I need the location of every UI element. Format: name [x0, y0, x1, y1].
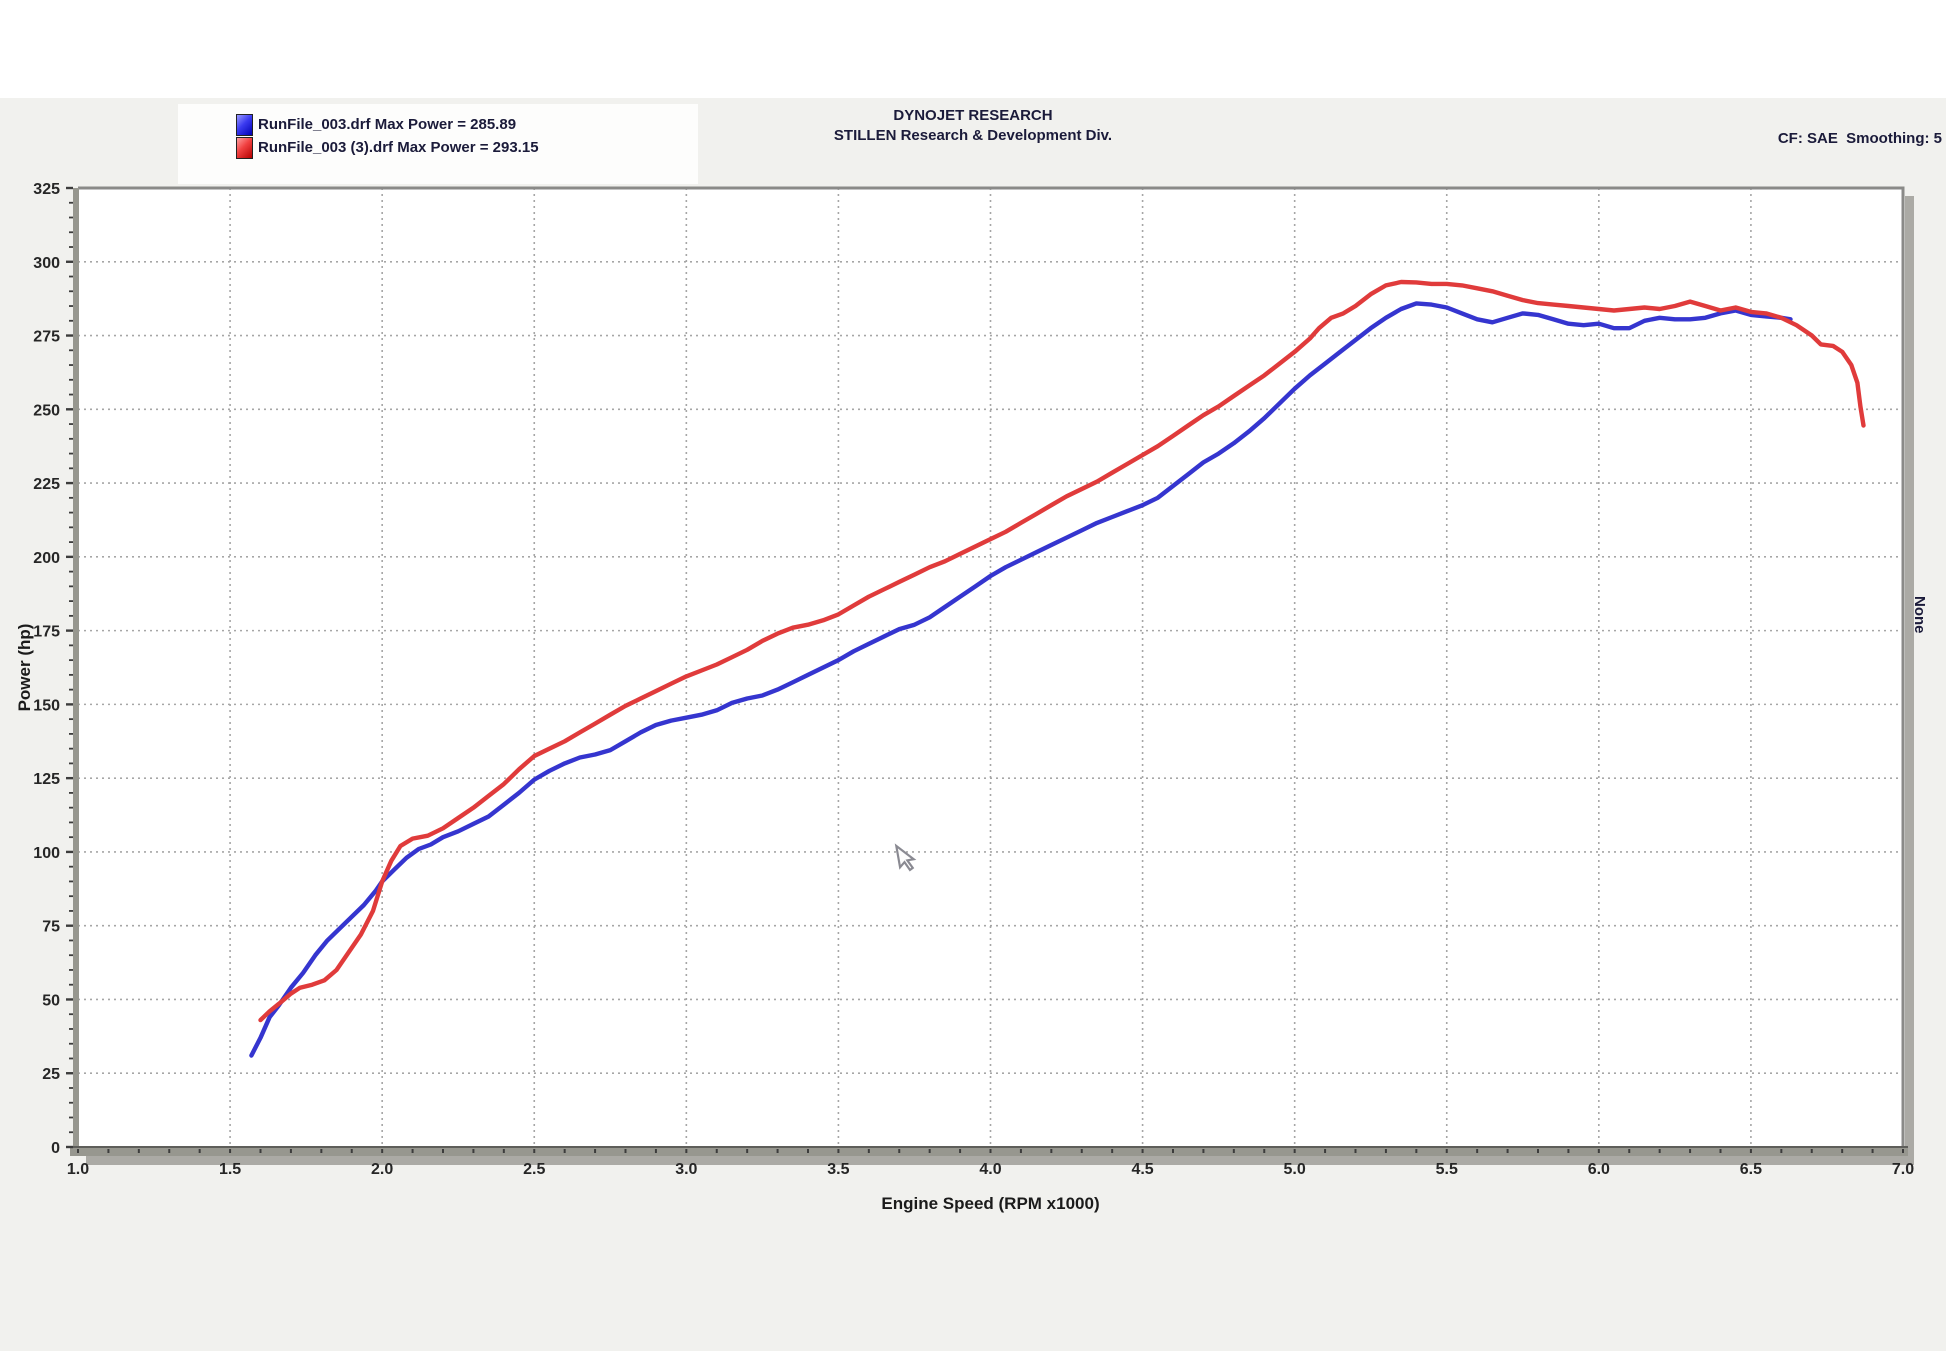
run1-color-swatch — [236, 113, 253, 136]
run1-label: RunFile_003.drf Max Power = 285.89 — [258, 116, 517, 133]
power-curve-run1-blue — [249, 301, 1793, 1058]
mouse-cursor-icon — [894, 843, 917, 872]
power-curve-run2-red — [258, 279, 1866, 1023]
x-tick-label: 2.5 — [523, 1161, 545, 1178]
y-tick-label: 0 — [51, 1140, 60, 1157]
header-line-2: STILLEN Research & Development Div. — [833, 127, 1113, 144]
x-tick-label: 6.0 — [1588, 1161, 1610, 1178]
x-tick-labels: 1.0 1.5 2.0 2.5 3.0 3.5 4.0 4.5 5.0 5.5 6.0 6.5 7.0 — [67, 1161, 1914, 1178]
y-tick-label: 50 — [42, 992, 60, 1009]
run2-color-swatch — [236, 136, 253, 159]
y-axis-title: Power (hp) — [15, 624, 34, 712]
y-tick-label: 150 — [33, 697, 60, 714]
plot-area — [78, 188, 1903, 1147]
y-tick-label: 275 — [33, 329, 60, 346]
legend-row-run2: RunFile_003 (3).drf Max Power = 293.15 — [236, 136, 539, 159]
x-tick-label: 2.0 — [371, 1161, 393, 1178]
x-axis-line — [70, 1147, 1908, 1156]
y-tick-label: 250 — [33, 402, 60, 419]
header-line-1: DYNOJET RESEARCH — [893, 107, 1053, 124]
plot-frame — [78, 186, 1905, 1147]
x-tick-label: 3.0 — [675, 1161, 697, 1178]
x-axis-title: Engine Speed (RPM x1000) — [881, 1194, 1099, 1213]
x-tick-label: 4.0 — [979, 1161, 1001, 1178]
x-tick-label: 1.5 — [219, 1161, 241, 1178]
y-tick-label: 75 — [42, 919, 60, 936]
right-axis-mode-label: None — [1911, 596, 1928, 634]
x-tick-label: 3.5 — [827, 1161, 849, 1178]
y-tick-label: 25 — [42, 1066, 60, 1083]
x-tick-label: 7.0 — [1892, 1161, 1914, 1178]
run2-label: RunFile_003 (3).drf Max Power = 293.15 — [258, 139, 539, 156]
y-tick-labels: 0 25 50 75 100 125 150 175 200 225 250 275 300 325 — [33, 181, 60, 1157]
axis-ticks — [66, 186, 1904, 1153]
legend-background — [178, 104, 698, 184]
y-tick-label: 175 — [33, 624, 60, 641]
y-tick-label: 225 — [33, 476, 60, 493]
chart-header: DYNOJET RESEARCH STILLEN Research & Deve… — [0, 106, 1946, 146]
plot-shadow-bottom — [86, 1156, 1914, 1165]
plot-shadow-right — [1905, 196, 1914, 1165]
correction-smoothing-note: CF: SAE Smoothing: 5 — [1777, 130, 1942, 147]
x-tick-label: 5.5 — [1436, 1161, 1458, 1178]
x-tick-label: 5.0 — [1284, 1161, 1306, 1178]
y-tick-label: 100 — [33, 845, 60, 862]
y-tick-label: 325 — [33, 181, 60, 198]
legend-row-run1: RunFile_003.drf Max Power = 285.89 — [236, 113, 539, 136]
y-tick-label: 300 — [33, 255, 60, 272]
y-axis-line — [73, 188, 79, 1156]
x-tick-label: 1.0 — [67, 1161, 89, 1178]
x-tick-label: 4.5 — [1131, 1161, 1153, 1178]
y-tick-label: 125 — [33, 771, 60, 788]
x-tick-label: 6.5 — [1740, 1161, 1762, 1178]
y-tick-label: 200 — [33, 550, 60, 567]
run-legend: RunFile_003.drf Max Power = 285.89 RunFi… — [236, 113, 539, 159]
plot-grid — [78, 188, 1903, 1147]
